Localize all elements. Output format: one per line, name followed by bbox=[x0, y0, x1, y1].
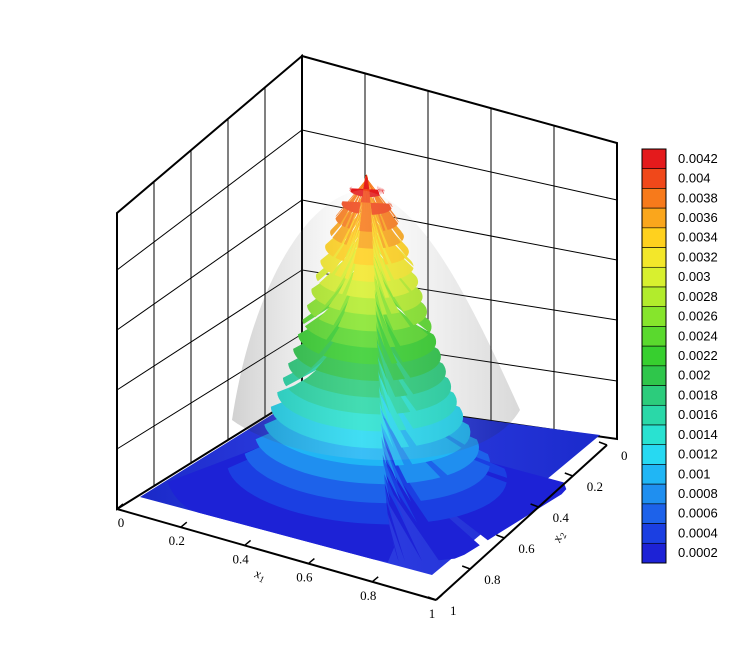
y-tick-mark bbox=[564, 472, 574, 477]
legend-label: 0.0006 bbox=[678, 506, 718, 521]
legend-swatch bbox=[641, 523, 667, 544]
y-tick-mark bbox=[496, 534, 505, 539]
color-legend: 0.0042 0.004 0.0038 0.0036 0.0034 0.0032 0.003… bbox=[641, 148, 718, 564]
legend-frame bbox=[641, 148, 667, 564]
x-tick-mark bbox=[435, 594, 443, 601]
surface-shading bbox=[232, 190, 520, 460]
legend-label: 0.0002 bbox=[678, 545, 718, 560]
legend-swatch bbox=[641, 345, 667, 367]
legend-label: 0.0022 bbox=[678, 348, 718, 363]
legend-label: 0.0004 bbox=[678, 525, 718, 540]
legend-swatch bbox=[641, 444, 667, 465]
legend-swatch bbox=[641, 542, 667, 564]
legend-label: 0.0038 bbox=[678, 190, 718, 205]
legend-label: 0.002 bbox=[678, 368, 711, 383]
axis-box bbox=[116, 53, 618, 511]
legend-swatch bbox=[641, 365, 667, 386]
legend-swatch bbox=[641, 483, 667, 505]
legend-label: 0.0016 bbox=[678, 407, 718, 422]
x-tick-label: 0.6 bbox=[296, 570, 313, 585]
y-tick-mark bbox=[598, 441, 608, 446]
legend-swatch bbox=[641, 286, 667, 308]
legend-swatch bbox=[641, 503, 667, 524]
legend-label: 0.004 bbox=[678, 171, 711, 186]
legend-label: 0.0036 bbox=[678, 210, 718, 225]
y-axis-label: x2 bbox=[548, 529, 568, 546]
legend-label: 0.001 bbox=[678, 466, 711, 481]
x-tick-label: 0.2 bbox=[169, 533, 185, 548]
x-tick-label: 0 bbox=[118, 515, 125, 530]
y-tick-mark bbox=[530, 503, 539, 508]
legend-swatch bbox=[641, 404, 667, 426]
x-axis-label: x1 bbox=[252, 565, 268, 584]
svg-text:x1: x1 bbox=[252, 565, 268, 584]
y-tick-label: 0.6 bbox=[518, 541, 535, 556]
legend-label: 0.0008 bbox=[678, 486, 718, 501]
legend-label: 0.0018 bbox=[678, 387, 718, 402]
y-tick-mark bbox=[427, 596, 437, 601]
legend-swatch bbox=[641, 464, 667, 485]
y-tick-label: 0.2 bbox=[587, 479, 603, 494]
x-tick-label: 0.8 bbox=[360, 588, 376, 603]
y-tick-label: 1 bbox=[450, 603, 457, 618]
legend-label: 0.0034 bbox=[678, 230, 718, 245]
legend-swatch bbox=[641, 424, 667, 446]
legend-label: 0.0012 bbox=[678, 447, 718, 462]
legend-swatch bbox=[641, 306, 667, 327]
legend-label: 0.0024 bbox=[678, 328, 718, 343]
x-tick-label: 1 bbox=[429, 606, 436, 621]
x-tick-mark bbox=[180, 521, 188, 528]
y-tick-label: 0.8 bbox=[484, 572, 500, 587]
y-axis-ticks: 0 0.2 0.4 0.6 0.8 1 bbox=[427, 441, 628, 618]
legend-label: 0.0042 bbox=[678, 151, 718, 166]
x-axis-ticks: 0 0.2 0.4 0.6 0.8 1 bbox=[116, 503, 443, 621]
x-tick-mark bbox=[244, 539, 252, 546]
legend-swatch bbox=[641, 207, 667, 229]
legend-swatch bbox=[641, 247, 667, 268]
legend-label: 0.003 bbox=[678, 269, 711, 284]
y-tick-label: 0 bbox=[621, 448, 628, 463]
legend-swatch bbox=[641, 385, 667, 406]
front-axes bbox=[116, 444, 608, 601]
x-tick-mark bbox=[307, 558, 315, 565]
legend-swatch bbox=[641, 148, 667, 170]
legend-swatch bbox=[641, 168, 667, 189]
legend-label: 0.0026 bbox=[678, 309, 718, 324]
legend-swatch bbox=[641, 188, 667, 209]
legend-swatch bbox=[641, 227, 667, 248]
x-tick-label: 0.4 bbox=[232, 551, 249, 566]
x-tick-mark bbox=[371, 576, 379, 583]
legend-label: 0.0028 bbox=[678, 289, 718, 304]
legend-label: 0.0032 bbox=[678, 249, 718, 264]
y-tick-label: 0.4 bbox=[553, 510, 570, 525]
x-tick-mark bbox=[116, 503, 124, 510]
svg-text:x2: x2 bbox=[548, 529, 568, 546]
legend-swatch bbox=[641, 326, 667, 347]
legend-label: 0.0014 bbox=[678, 427, 718, 442]
y-tick-mark bbox=[461, 565, 471, 570]
surface-bands bbox=[167, 174, 567, 562]
legend-swatch bbox=[641, 266, 667, 288]
